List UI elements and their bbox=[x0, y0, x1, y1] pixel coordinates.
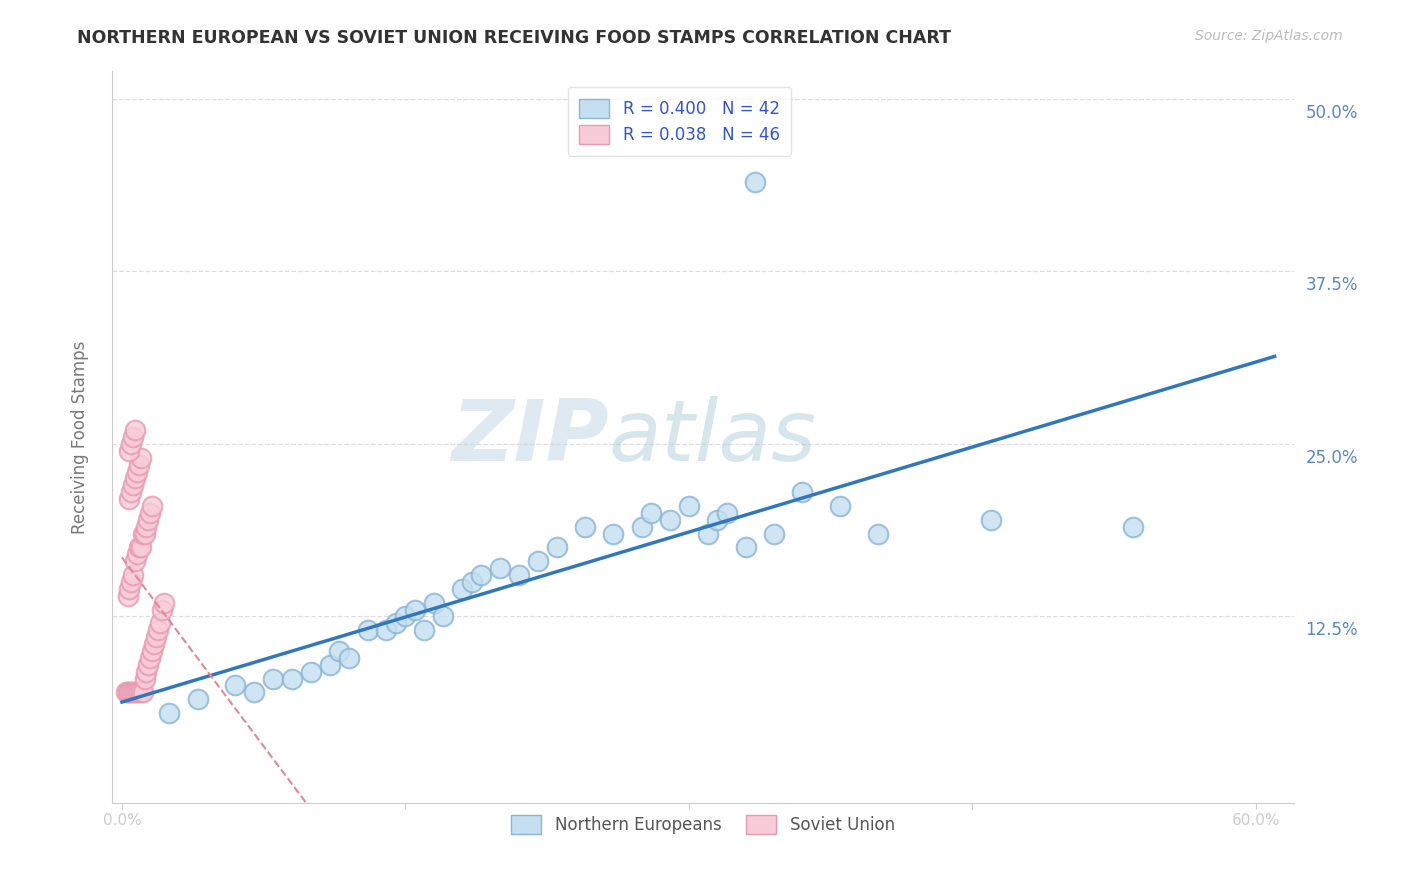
Point bbox=[124, 685, 146, 699]
Point bbox=[118, 582, 141, 596]
Point bbox=[394, 609, 416, 624]
Point bbox=[828, 499, 851, 513]
Point bbox=[117, 589, 139, 603]
Legend: Northern Europeans, Soviet Union: Northern Europeans, Soviet Union bbox=[499, 803, 907, 846]
Point bbox=[120, 574, 142, 589]
Point bbox=[150, 602, 173, 616]
Point bbox=[132, 526, 155, 541]
Point bbox=[792, 485, 814, 500]
Point bbox=[602, 526, 624, 541]
Point bbox=[1122, 520, 1144, 534]
Text: Source: ZipAtlas.com: Source: ZipAtlas.com bbox=[1195, 29, 1343, 43]
Point bbox=[118, 685, 141, 699]
Point bbox=[337, 651, 360, 665]
Point bbox=[128, 685, 150, 699]
Point bbox=[762, 526, 785, 541]
Point bbox=[696, 526, 718, 541]
Point bbox=[134, 526, 156, 541]
Point bbox=[375, 624, 398, 638]
Text: ZIP: ZIP bbox=[451, 395, 609, 479]
Y-axis label: Receiving Food Stamps: Receiving Food Stamps bbox=[70, 341, 89, 533]
Text: NORTHERN EUROPEAN VS SOVIET UNION RECEIVING FOOD STAMPS CORRELATION CHART: NORTHERN EUROPEAN VS SOVIET UNION RECEIV… bbox=[77, 29, 952, 46]
Point bbox=[135, 665, 157, 679]
Point bbox=[980, 513, 1002, 527]
Point bbox=[125, 465, 148, 479]
Point bbox=[141, 644, 163, 658]
Point bbox=[146, 624, 169, 638]
Point bbox=[243, 685, 266, 699]
Point bbox=[451, 582, 474, 596]
Point bbox=[706, 513, 728, 527]
Point bbox=[658, 513, 681, 527]
Point bbox=[138, 513, 160, 527]
Point bbox=[299, 665, 322, 679]
Text: 37.5%: 37.5% bbox=[1305, 277, 1358, 294]
Point bbox=[124, 471, 146, 485]
Point bbox=[224, 678, 246, 692]
Point bbox=[139, 506, 162, 520]
Point bbox=[422, 596, 444, 610]
Point bbox=[125, 548, 148, 562]
Point bbox=[128, 541, 150, 555]
Point bbox=[678, 499, 700, 513]
Point bbox=[114, 685, 136, 699]
Point bbox=[356, 624, 378, 638]
Point bbox=[630, 520, 652, 534]
Point bbox=[120, 437, 142, 451]
Point bbox=[574, 520, 596, 534]
Point bbox=[470, 568, 492, 582]
Point bbox=[117, 685, 139, 699]
Point bbox=[734, 541, 756, 555]
Point bbox=[744, 175, 766, 189]
Point bbox=[526, 554, 548, 568]
Point bbox=[152, 596, 174, 610]
Point bbox=[546, 541, 568, 555]
Point bbox=[404, 602, 426, 616]
Point bbox=[262, 672, 284, 686]
Point bbox=[122, 478, 145, 492]
Point bbox=[716, 506, 738, 520]
Point bbox=[460, 574, 482, 589]
Point bbox=[124, 554, 146, 568]
Point bbox=[157, 706, 180, 720]
Point bbox=[134, 672, 156, 686]
Point bbox=[413, 624, 436, 638]
Point bbox=[145, 630, 167, 644]
Point bbox=[122, 685, 145, 699]
Point bbox=[122, 430, 145, 444]
Point bbox=[508, 568, 530, 582]
Point bbox=[129, 541, 152, 555]
Point bbox=[129, 450, 152, 465]
Point bbox=[489, 561, 512, 575]
Point bbox=[328, 644, 350, 658]
Point bbox=[128, 458, 150, 472]
Point bbox=[319, 657, 342, 672]
Point bbox=[143, 637, 166, 651]
Point bbox=[281, 672, 304, 686]
Point bbox=[138, 657, 160, 672]
Point bbox=[385, 616, 408, 631]
Text: 50.0%: 50.0% bbox=[1305, 103, 1358, 122]
Point bbox=[866, 526, 889, 541]
Point bbox=[640, 506, 662, 520]
Point bbox=[118, 492, 141, 507]
Point bbox=[120, 485, 142, 500]
Text: atlas: atlas bbox=[609, 395, 817, 479]
Point bbox=[125, 685, 148, 699]
Point bbox=[132, 685, 155, 699]
Point bbox=[139, 651, 162, 665]
Point bbox=[149, 616, 172, 631]
Point bbox=[122, 568, 145, 582]
Point bbox=[135, 520, 157, 534]
Text: 25.0%: 25.0% bbox=[1305, 449, 1358, 467]
Point bbox=[432, 609, 454, 624]
Point bbox=[120, 685, 142, 699]
Point bbox=[186, 692, 208, 706]
Text: 12.5%: 12.5% bbox=[1305, 622, 1358, 640]
Point bbox=[129, 685, 152, 699]
Point bbox=[124, 423, 146, 437]
Point bbox=[141, 499, 163, 513]
Point bbox=[118, 443, 141, 458]
